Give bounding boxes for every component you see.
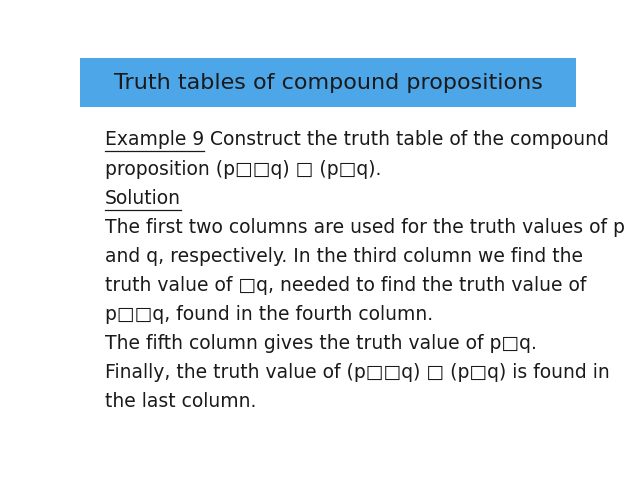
Text: Construct the truth table of the compound: Construct the truth table of the compoun… xyxy=(204,130,609,149)
Text: and q, respectively. In the third column we find the: and q, respectively. In the third column… xyxy=(105,247,583,266)
Text: Finally, the truth value of (p□□q) □ (p□q) is found in: Finally, the truth value of (p□□q) □ (p□… xyxy=(105,363,609,382)
Text: Example 9: Example 9 xyxy=(105,130,204,149)
Text: the last column.: the last column. xyxy=(105,392,256,411)
Text: Solution: Solution xyxy=(105,189,181,208)
Text: p□□q, found in the fourth column.: p□□q, found in the fourth column. xyxy=(105,305,433,324)
Text: Truth tables of compound propositions: Truth tables of compound propositions xyxy=(113,72,543,93)
FancyBboxPatch shape xyxy=(80,58,576,108)
Text: The first two columns are used for the truth values of p: The first two columns are used for the t… xyxy=(105,218,625,238)
Text: truth value of □q, needed to find the truth value of: truth value of □q, needed to find the tr… xyxy=(105,276,586,295)
Text: proposition (p□□q) □ (p□q).: proposition (p□□q) □ (p□q). xyxy=(105,160,381,179)
Text: The fifth column gives the truth value of p□q.: The fifth column gives the truth value o… xyxy=(105,334,537,353)
